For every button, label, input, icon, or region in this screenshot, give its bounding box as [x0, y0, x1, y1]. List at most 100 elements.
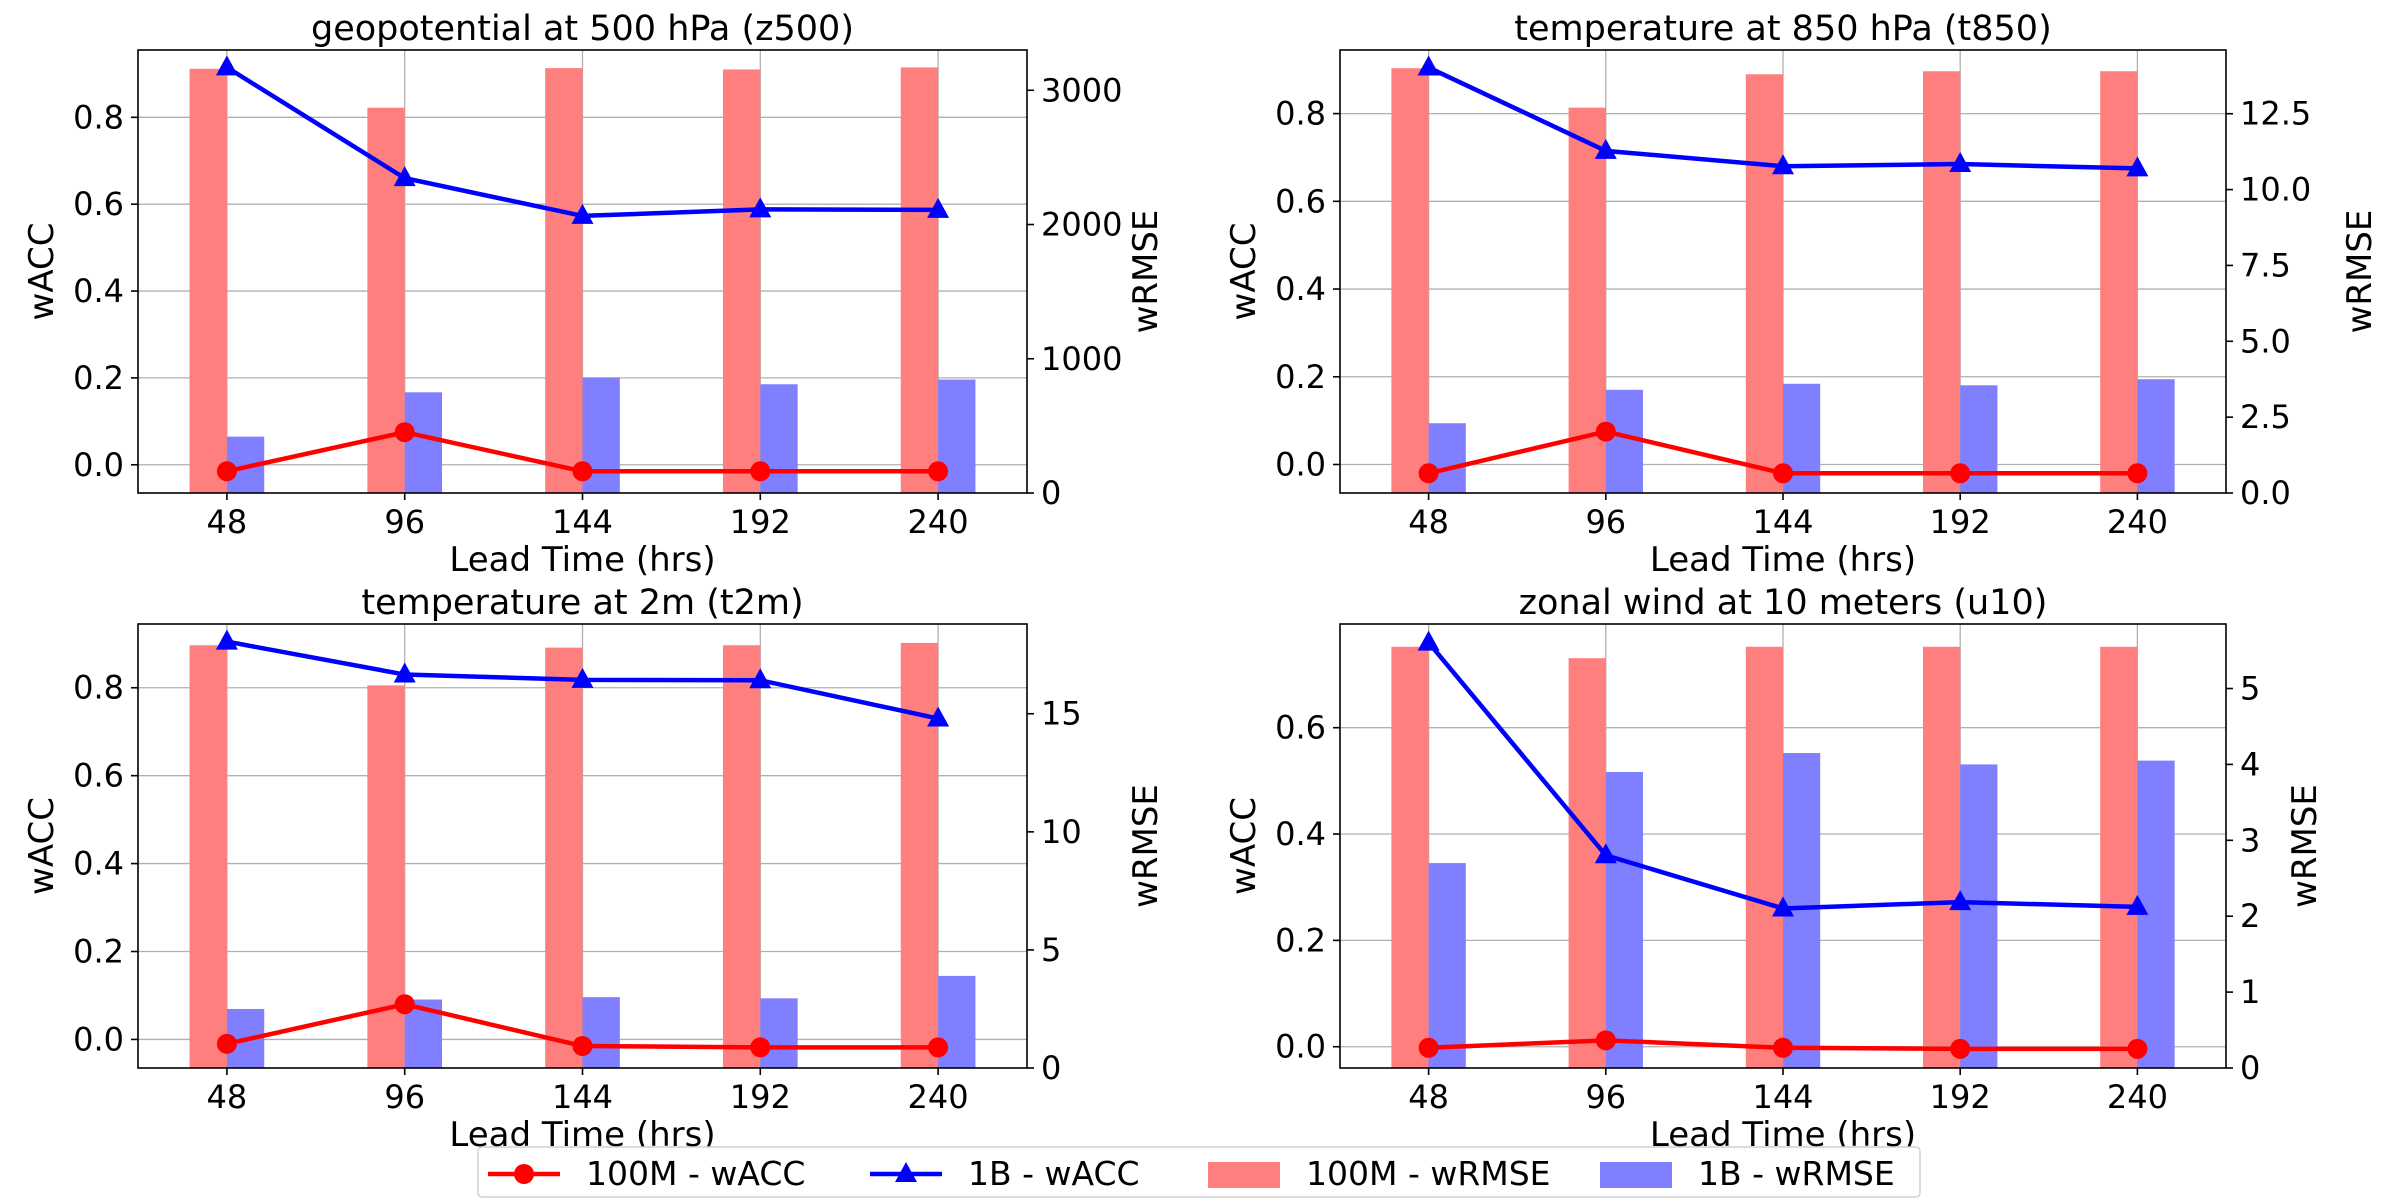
marker-1b-wacc — [927, 706, 950, 727]
y-right-tick-label: 7.5 — [2240, 246, 2291, 284]
y-right-tick-label: 0.0 — [2240, 474, 2291, 512]
y-right-tick-label: 0 — [1041, 1049, 1061, 1087]
y-left-axis-label: wACC — [1224, 797, 1264, 895]
bar-1b-wrmse — [1605, 772, 1644, 1068]
bar-100m-wrmse — [1391, 68, 1429, 494]
legend-label: 100M - wRMSE — [1306, 1154, 1551, 1193]
bar-1b-wrmse — [1428, 423, 1466, 493]
marker-100m-wacc — [750, 1037, 771, 1058]
bar-100m-wrmse — [900, 67, 939, 494]
x-tick-label: 192 — [1930, 503, 1991, 541]
marker-1b-wacc — [1949, 890, 1972, 911]
marker-100m-wacc — [394, 994, 415, 1015]
x-axis-label: Lead Time (hrs) — [449, 540, 715, 580]
y-right-axis-label: wRMSE — [1126, 784, 1166, 908]
legend-label: 1B - wRMSE — [1698, 1154, 1895, 1193]
bar-100m-wrmse — [722, 645, 761, 1068]
bar-100m-wrmse — [545, 68, 583, 493]
marker-1b-wacc — [1594, 843, 1617, 864]
marker-1b-wacc — [749, 197, 772, 218]
subplot-4: 48 96 144 192 240 0.0 0.2 0.4 0.6 0 1 2 3 4 5 zonal win… — [1224, 583, 2325, 1155]
bar-100m-wrmse — [722, 69, 761, 493]
y-right-tick-label: 3 — [2240, 821, 2260, 859]
y-left-axis-label: wACC — [1224, 223, 1264, 321]
y-left-tick-label: 0.2 — [73, 359, 124, 397]
marker-1b-wacc — [215, 55, 238, 76]
marker-100m-wacc — [2127, 1038, 2148, 1059]
x-tick-label: 48 — [207, 503, 248, 541]
marker-1b-wacc — [1772, 896, 1794, 917]
subplot-title: geopotential at 500 hPa (z500) — [311, 9, 854, 49]
legend-marker-triangle — [895, 1162, 917, 1182]
bar-100m-wrmse — [189, 645, 227, 1068]
legend-item: 1B - wRMSE — [1600, 1154, 1895, 1193]
y-right-tick-label: 5 — [1041, 931, 1061, 969]
marker-100m-wacc — [394, 422, 415, 443]
y-right-tick-label: 3000 — [1041, 71, 1122, 109]
y-left-tick-label: 0.6 — [73, 757, 124, 795]
legend-label: 100M - wACC — [586, 1154, 805, 1193]
y-left-tick-label: 0.4 — [73, 845, 124, 883]
y-left-tick-label: 0.0 — [73, 1020, 124, 1058]
legend-item: 1B - wACC — [870, 1154, 1140, 1193]
y-right-tick-label: 5 — [2240, 670, 2260, 708]
x-tick-label: 144 — [1752, 503, 1813, 541]
marker-1b-wacc — [1594, 138, 1617, 159]
marker-1b-wacc — [393, 166, 416, 187]
marker-100m-wacc — [1418, 463, 1439, 484]
marker-1b-wacc — [1417, 55, 1440, 76]
y-right-tick-label: 5.0 — [2240, 322, 2291, 360]
subplot-2: 48 96 144 192 240 0.0 0.2 0.4 0.6 0.8 0.0 2.5 5.0 7.5… — [1224, 9, 2380, 580]
marker-1b-wacc — [2126, 156, 2149, 177]
marker-1b-wacc — [1949, 152, 1972, 173]
marker-1b-wacc — [749, 668, 772, 689]
bar-100m-wrmse — [1745, 646, 1783, 1068]
marker-100m-wacc — [1595, 1030, 1616, 1051]
y-right-tick-label: 2 — [2240, 897, 2260, 935]
legend-swatch — [1600, 1162, 1672, 1188]
x-tick-label: 96 — [1585, 503, 1626, 541]
x-tick-label: 144 — [1752, 1078, 1813, 1116]
x-tick-label: 48 — [1408, 1078, 1449, 1116]
marker-100m-wacc — [1418, 1037, 1439, 1058]
x-tick-label: 96 — [1585, 1078, 1626, 1116]
y-right-tick-label: 2.5 — [2240, 398, 2291, 436]
marker-100m-wacc — [928, 461, 949, 482]
y-left-axis-label: wACC — [22, 223, 62, 321]
x-tick-label: 240 — [2107, 1078, 2168, 1116]
x-tick-label: 96 — [384, 1078, 425, 1116]
x-tick-label: 240 — [2107, 503, 2168, 541]
x-tick-label: 144 — [552, 503, 613, 541]
bar-1b-wrmse — [404, 392, 443, 493]
x-tick-label: 144 — [552, 1078, 613, 1116]
subplot-title: temperature at 2m (t2m) — [361, 583, 803, 623]
y-right-tick-label: 10.0 — [2240, 171, 2311, 209]
y-left-tick-label: 0.0 — [1275, 445, 1326, 483]
y-right-axis-label: wRMSE — [2340, 210, 2380, 334]
subplot-title: zonal wind at 10 meters (u10) — [1519, 583, 2048, 623]
y-right-tick-label: 1 — [2240, 973, 2260, 1011]
legend-box — [477, 1146, 1921, 1198]
subplot-3: 48 96 144 192 240 0.0 0.2 0.4 0.6 0.8 0 5 10 15 temper… — [22, 583, 1166, 1155]
y-left-tick-label: 0.4 — [1275, 815, 1326, 853]
marker-100m-wacc — [1595, 421, 1616, 442]
marker-100m-wacc — [216, 1033, 237, 1054]
y-left-tick-label: 0.2 — [73, 933, 124, 971]
y-right-tick-label: 0 — [1041, 474, 1061, 512]
marker-1b-wacc — [1417, 630, 1440, 651]
y-right-axis-label: wRMSE — [2285, 784, 2325, 908]
marker-1b-wacc — [571, 203, 594, 224]
marker-100m-wacc — [1773, 1037, 1793, 1058]
x-tick-label: 192 — [1930, 1078, 1991, 1116]
x-tick-label: 96 — [384, 503, 425, 541]
y-left-tick-label: 0.0 — [1275, 1028, 1326, 1066]
bar-1b-wrmse — [760, 998, 798, 1068]
y-right-tick-label: 1000 — [1041, 340, 1122, 378]
bar-100m-wrmse — [545, 647, 583, 1068]
marker-1b-wacc — [1772, 154, 1794, 175]
bar-100m-wrmse — [1391, 646, 1429, 1068]
y-right-tick-label: 10 — [1041, 813, 1082, 851]
y-right-tick-label: 0 — [2240, 1049, 2260, 1087]
legend-swatch — [1208, 1162, 1280, 1188]
subplot-1: 48 96 144 192 240 0.0 0.2 0.4 0.6 0.8 0 1000 2000 300… — [22, 9, 1166, 580]
